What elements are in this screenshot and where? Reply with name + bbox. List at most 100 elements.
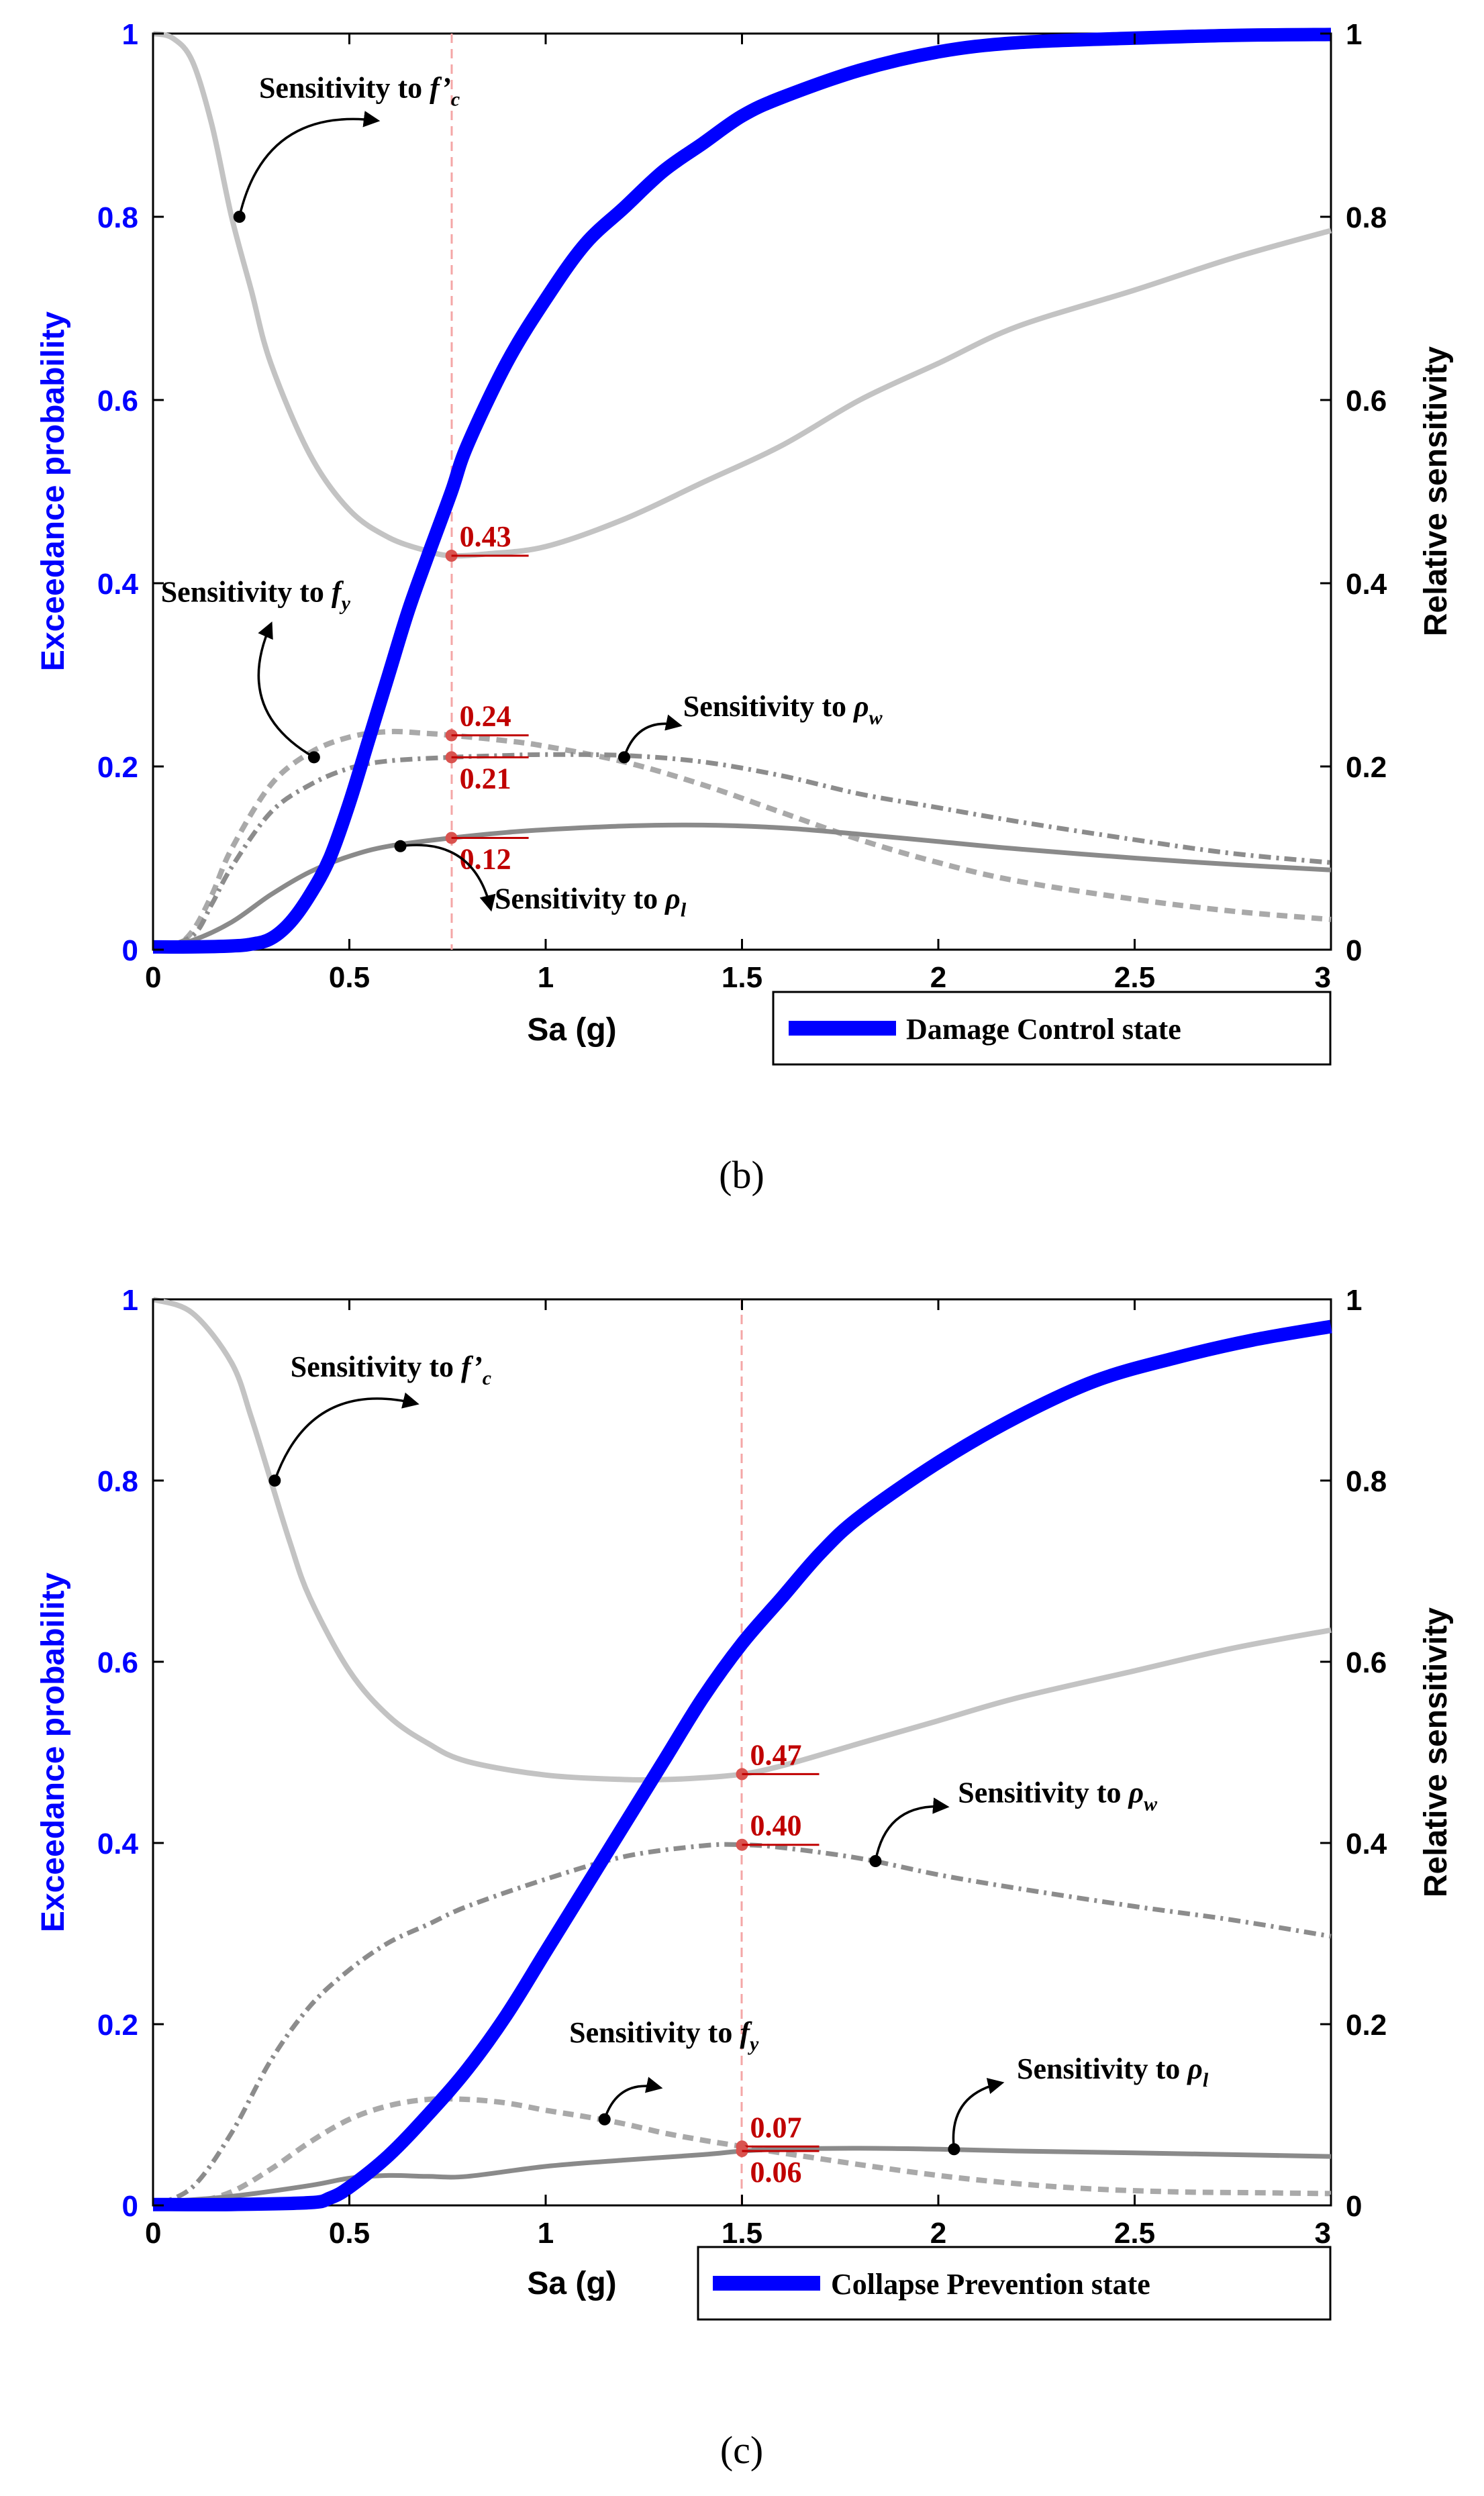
series-line-1 — [152, 31, 1332, 559]
y-tick-label-right: 1 — [1346, 18, 1362, 51]
y-tick-label-right: 0.2 — [1346, 751, 1387, 784]
annotation-label: Sensitivity to ρl — [1017, 2052, 1209, 2091]
y-tick-label-left: 0.6 — [97, 1646, 138, 1679]
annotation-point — [233, 211, 246, 223]
y-tick-label-left: 0.4 — [97, 1828, 139, 1860]
x-tick-label: 1 — [538, 2217, 554, 2250]
series-line-0 — [152, 28, 1332, 954]
series-line-0 — [152, 1319, 1332, 2211]
annotation-label: Sensitivity to ρw — [683, 690, 883, 729]
annotation-layer: Sensitivity to f’c Sensitivity to fy Sensi… — [161, 72, 883, 921]
y-tick-label-right: 0 — [1346, 934, 1362, 967]
annotation-label: Sensitivity to fy — [161, 575, 351, 614]
annotation-point — [869, 1855, 882, 1867]
value-label: 0.07 — [750, 2111, 802, 2144]
x-tick-label: 1.5 — [722, 961, 762, 994]
y-tick-label-right: 0.6 — [1346, 1646, 1387, 1679]
y-tick-label-left: 0 — [122, 934, 138, 967]
y-tick-label-left: 0.2 — [97, 751, 138, 784]
y-tick-label-right: 0.6 — [1346, 385, 1387, 417]
y-tick-label-right: 0.4 — [1346, 568, 1387, 601]
panel-c: 0.470.400.070.06 Sensitivity to f’cSensi… — [36, 1284, 1454, 2472]
x-tick-label: 2.5 — [1114, 961, 1155, 994]
panel-b: 0.430.240.210.12 Sensitivity to f’cSensi… — [36, 18, 1454, 1197]
value-label: 0.47 — [750, 1738, 802, 1771]
y-tick-label-right: 0.4 — [1346, 1828, 1387, 1860]
value-label: 0.43 — [460, 520, 511, 553]
y-tick-label-left: 0.2 — [97, 2009, 138, 2042]
tick-layer: 0 00.2 0.20.4 0.40.6 0.60.8 0.81 10 0.5 1 1.5 2 2.5… — [97, 18, 1387, 994]
annotation-label: Sensitivity to fy — [569, 2016, 759, 2055]
x-tick-label: 0 — [145, 2217, 161, 2250]
legend: Collapse Prevention state — [697, 2246, 1332, 2321]
x-axis-label: Sa (g) — [527, 1012, 616, 1048]
annotation-arrow — [952, 2078, 1005, 2150]
annotation-label: Sensitivity to ρw — [958, 1776, 1158, 1815]
annotation-label: Sensitivity to ρl — [495, 883, 687, 921]
y-tick-label-left: 1 — [122, 1284, 138, 1317]
marker-layer: 0.43 0.24 0.21 0.12 — [445, 520, 529, 875]
x-tick-label: 2.5 — [1114, 2217, 1155, 2250]
y-tick-label-left: 0.6 — [97, 385, 138, 417]
x-tick-label: 3 — [1315, 2217, 1331, 2250]
y-tick-label-right: 0.2 — [1346, 2009, 1387, 2042]
annotation-label: Sensitivity to f’c — [259, 72, 460, 111]
y-tick-label-left: 0 — [122, 2190, 138, 2223]
value-label: 0.06 — [750, 2156, 802, 2189]
annotation-arrow — [400, 844, 496, 912]
annotation-arrow — [238, 111, 381, 217]
x-axis-label: Sa (g) — [527, 2266, 616, 2301]
series-line-2 — [152, 2096, 1332, 2208]
value-label: 0.21 — [460, 762, 511, 795]
series-line-2 — [152, 728, 1332, 953]
annotation-layer: Sensitivity to f’c Sensitivity to fy Sensi… — [268, 1350, 1209, 2156]
x-tick-label: 1.5 — [722, 2217, 762, 2250]
value-label: 0.24 — [460, 700, 511, 733]
y-tick-label-left: 0.4 — [97, 568, 139, 601]
series-line-3 — [152, 752, 1332, 952]
annotation-arrow — [874, 1797, 950, 1862]
legend-label: Collapse Prevention state — [831, 2268, 1150, 2301]
annotation-point — [598, 2113, 611, 2126]
annotation-point — [394, 840, 407, 852]
annotation-arrow — [257, 621, 315, 758]
series-line-4 — [152, 822, 1332, 952]
y-tick-label-left: 1 — [122, 18, 138, 51]
legend: Damage Control state — [772, 991, 1332, 1066]
annotation-point — [268, 1475, 281, 1487]
y-axis-label-left: Exceedance probability — [36, 1573, 71, 1933]
y-tick-label-right: 0 — [1346, 2190, 1362, 2223]
plot-area — [152, 32, 1332, 951]
x-tick-label: 3 — [1315, 961, 1331, 994]
value-label: 0.40 — [750, 1809, 802, 1842]
tick-layer: 0 00.2 0.20.4 0.40.6 0.60.8 0.81 10 0.5 1 1.5 2 2.5… — [97, 1284, 1387, 2250]
series-line-4 — [152, 2146, 1332, 2205]
y-tick-label-right: 1 — [1346, 1284, 1362, 1317]
annotation-arrow — [623, 714, 683, 758]
y-tick-label-right: 0.8 — [1346, 201, 1387, 234]
series-line-3 — [152, 1842, 1332, 2208]
panel-label: (b) — [719, 1153, 764, 1197]
y-axis-label-right: Relative sensitivity — [1418, 346, 1454, 637]
annotation-label: Sensitivity to f’c — [291, 1350, 491, 1389]
y-axis-label-right: Relative sensitivity — [1418, 1607, 1454, 1898]
y-axis-label-left: Exceedance probability — [36, 311, 71, 672]
x-tick-label: 2 — [930, 2217, 946, 2250]
x-tick-label: 1 — [538, 961, 554, 994]
value-label: 0.12 — [460, 842, 511, 875]
legend-label: Damage Control state — [906, 1013, 1181, 1046]
annotation-arrow — [273, 1392, 419, 1481]
x-tick-label: 2 — [930, 961, 946, 994]
y-tick-label-left: 0.8 — [97, 1465, 138, 1498]
annotation-point — [307, 751, 320, 764]
y-tick-label-left: 0.8 — [97, 201, 138, 234]
x-tick-label: 0.5 — [329, 961, 370, 994]
marker-layer: 0.47 0.40 0.07 0.06 — [736, 1738, 820, 2189]
annotation-point — [618, 751, 630, 764]
y-tick-label-right: 0.8 — [1346, 1465, 1387, 1498]
panel-label: (c) — [720, 2428, 763, 2472]
annotation-arrow — [603, 2077, 663, 2120]
x-tick-label: 0 — [145, 961, 161, 994]
